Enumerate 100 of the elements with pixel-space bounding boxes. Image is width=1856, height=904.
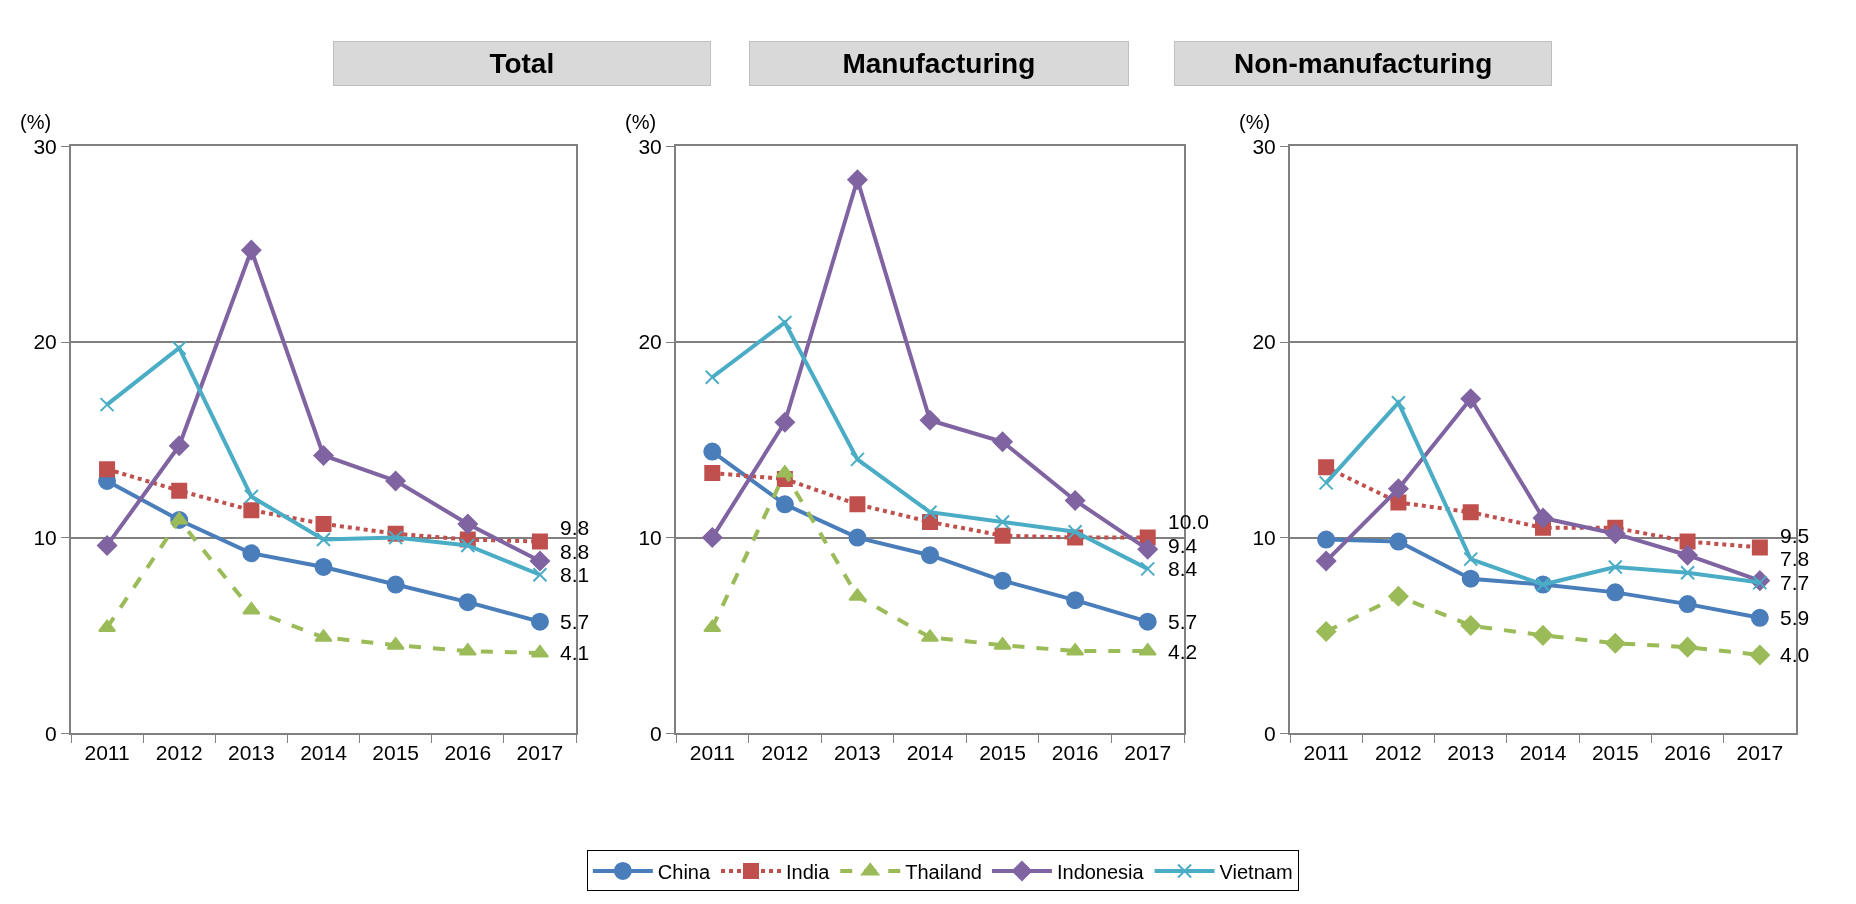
point (388, 530, 404, 546)
data-label: 9.8 (560, 516, 590, 539)
x-tick-label: 2011 (689, 741, 735, 765)
point (1066, 591, 1085, 610)
point (241, 240, 262, 261)
chart-title: Manufacturing (842, 48, 1036, 79)
point (848, 528, 867, 547)
point (1065, 490, 1086, 511)
x-tick-label: 2017 (1124, 741, 1172, 765)
point (460, 537, 476, 553)
x-tick-label: 2017 (1736, 741, 1784, 765)
point (775, 495, 794, 514)
data-label: 8.1 (560, 563, 590, 586)
x-tick-label: 2011 (1303, 741, 1349, 765)
point (169, 435, 190, 456)
point (919, 410, 941, 431)
x-tick-label: 2013 (834, 741, 881, 765)
chart-title: Total (489, 48, 555, 79)
data-label: 8.4 (1168, 557, 1198, 580)
point (315, 515, 332, 532)
data-label: 7.8 (1780, 547, 1810, 570)
point (1460, 615, 1481, 636)
data-label: 4.1 (560, 641, 590, 664)
data-label: 4.2 (1168, 640, 1198, 663)
point (1463, 551, 1479, 567)
x-tick-label: 2011 (84, 741, 130, 765)
point (1318, 475, 1334, 491)
point (702, 527, 723, 548)
point (1389, 532, 1408, 551)
point (1749, 644, 1770, 666)
point (703, 619, 722, 633)
point (992, 431, 1013, 452)
data-label: 4.0 (1780, 643, 1810, 666)
point (849, 496, 866, 513)
point (530, 644, 550, 658)
point (1605, 633, 1626, 654)
x-tick-label: 2012 (155, 741, 203, 765)
point (704, 369, 720, 385)
point (1607, 559, 1623, 575)
point (1680, 565, 1696, 581)
y-tick-label: 10 (1252, 525, 1276, 549)
point (994, 527, 1011, 544)
point (1316, 621, 1337, 642)
x-tick-label: 2016 (1051, 741, 1099, 765)
x-tick-label: 2014 (300, 741, 348, 765)
point (1462, 504, 1479, 521)
point (1317, 530, 1336, 549)
point (1388, 478, 1409, 499)
point (171, 340, 187, 356)
point (703, 442, 722, 461)
legend-label: Vietnam (1219, 860, 1293, 883)
point (1751, 539, 1768, 556)
y-axis-title: (%) (625, 111, 657, 133)
point (242, 544, 261, 563)
point (171, 482, 188, 499)
point (1390, 395, 1406, 411)
point (1677, 637, 1698, 658)
data-label: 5.9 (1780, 606, 1810, 629)
x-tick-label: 2012 (761, 741, 809, 765)
point (386, 575, 405, 594)
point (922, 504, 938, 520)
point (457, 513, 478, 535)
x-tick-label: 2015 (1591, 741, 1639, 765)
point (993, 571, 1012, 590)
x-tick-label: 2014 (1519, 741, 1567, 765)
x-tick-label: 2016 (444, 741, 492, 765)
point (995, 514, 1011, 530)
point (1679, 533, 1696, 550)
point (777, 315, 793, 330)
data-label: 7.7 (1780, 571, 1810, 594)
point (385, 470, 406, 491)
point (1138, 612, 1157, 631)
point (316, 532, 331, 548)
y-tick-label: 0 (1264, 721, 1276, 745)
point (921, 546, 939, 565)
x-tick-label: 2015 (979, 741, 1026, 765)
point (531, 533, 548, 550)
point (313, 445, 334, 466)
point (849, 451, 865, 467)
y-tick-label: 0 (45, 721, 57, 745)
data-label: 9.5 (1780, 524, 1810, 547)
x-tick-label: 2013 (228, 741, 275, 765)
x-tick-label: 2012 (1375, 741, 1422, 765)
point (847, 169, 868, 190)
point (99, 461, 116, 478)
point (242, 601, 261, 615)
point (96, 535, 118, 556)
point (99, 397, 115, 413)
point (243, 489, 259, 505)
y-tick-label: 20 (33, 330, 57, 354)
x-tick-label: 2015 (372, 741, 419, 765)
legend-label: Thailand (905, 860, 982, 883)
point (774, 412, 795, 433)
point (243, 502, 260, 519)
data-label: 8.8 (560, 540, 590, 563)
point (529, 550, 551, 572)
point (1316, 550, 1337, 572)
y-tick-label: 10 (33, 525, 57, 549)
data-label: 5.7 (1168, 610, 1198, 633)
y-axis-title: (%) (20, 111, 52, 133)
